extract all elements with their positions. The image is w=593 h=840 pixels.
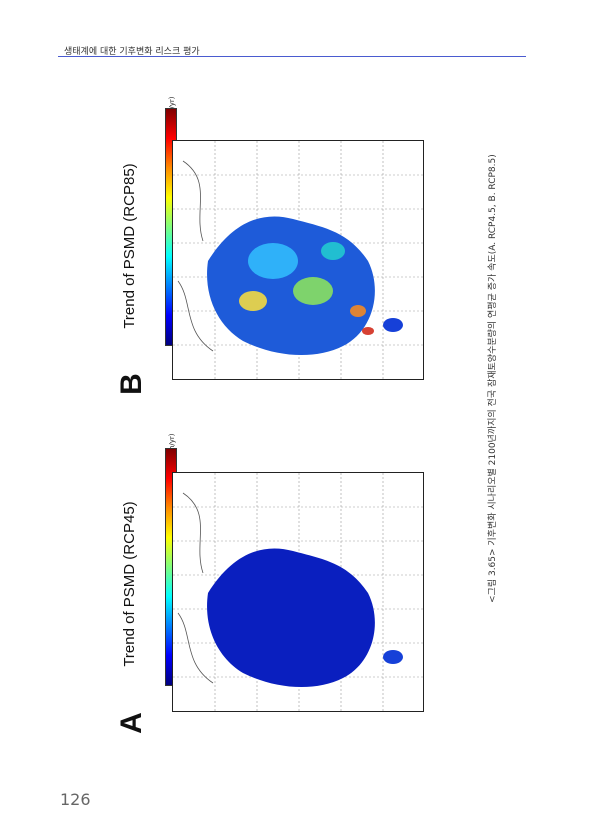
panel-a-title: Trend of PSMD (RCP45): [121, 501, 138, 667]
panel-a-map-svg: [173, 473, 423, 711]
panel-a-letter: A: [115, 712, 148, 734]
panel-b-map-svg: [173, 141, 423, 379]
header-rule: [58, 56, 526, 57]
panel-b-title: Trend of PSMD (RCP85): [121, 163, 138, 329]
panel-a-map: [172, 472, 424, 712]
running-header: 생태계에 대한 기후변화 리스크 평가: [64, 47, 200, 57]
figure-caption: <그림 3.65> 기후변화 시나리오별 2100년까지의 전국 잠재토양수분량…: [488, 154, 498, 603]
page-number: 126: [60, 790, 91, 809]
panel-b-map: [172, 140, 424, 380]
panel-b-letter: B: [115, 373, 148, 395]
panel-a-land-mass: [207, 548, 375, 688]
